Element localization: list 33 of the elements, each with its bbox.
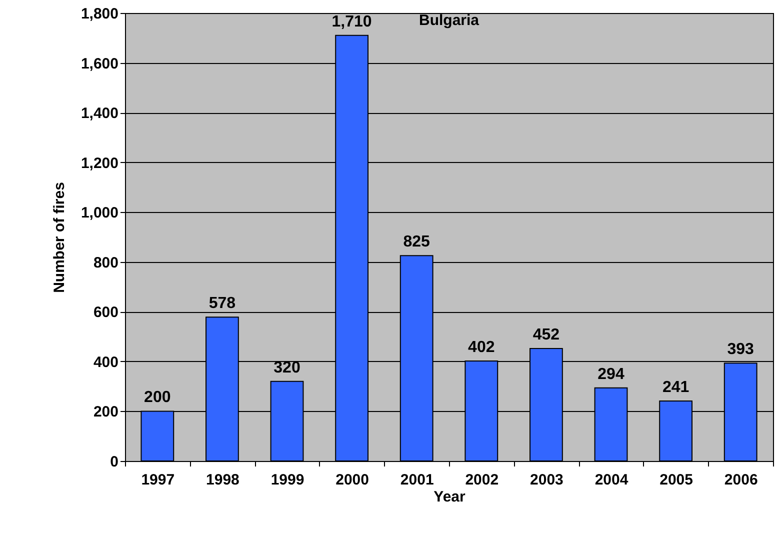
y-tick-label: 1,400 [80, 105, 118, 122]
data-label: 294 [598, 366, 624, 383]
x-tick-label: 2000 [336, 472, 369, 488]
y-tick-label: 1,000 [80, 204, 118, 222]
x-tick-label: 2002 [465, 472, 499, 488]
x-tick-label: 1999 [270, 472, 304, 488]
y-tick-label: 400 [93, 354, 118, 371]
x-tick-label: 2003 [530, 472, 564, 488]
data-label: 452 [532, 326, 560, 344]
x-tick-label: 2005 [660, 472, 693, 488]
y-tick-label: 200 [93, 404, 118, 421]
data-label: 402 [468, 338, 495, 356]
y-tick-label: 1,200 [80, 154, 118, 172]
data-label: 320 [274, 359, 300, 376]
data-label: 200 [144, 389, 171, 406]
y-tick-label: 1,800 [80, 6, 118, 22]
y-tick-label: 1,600 [80, 55, 118, 72]
y-tick-label: 800 [93, 254, 118, 272]
y-axis-title: Number of fires [50, 182, 68, 293]
chart-title: Bulgaria [418, 12, 480, 29]
data-label: 241 [662, 379, 690, 396]
data-label: 825 [403, 234, 430, 251]
x-tick-label: 1997 [141, 472, 175, 488]
y-tick-label: 0 [110, 454, 118, 470]
data-label: 393 [727, 341, 754, 358]
x-tick-label: 2001 [400, 472, 434, 488]
x-tick-label: 2004 [594, 472, 629, 488]
data-label: 1,710 [332, 13, 372, 30]
x-axis-title: Year [434, 488, 466, 506]
x-tick-label: 2006 [724, 472, 758, 488]
x-tick-label: 1998 [206, 472, 240, 488]
y-tick-label: 600 [93, 304, 118, 322]
data-label: 578 [208, 295, 236, 312]
